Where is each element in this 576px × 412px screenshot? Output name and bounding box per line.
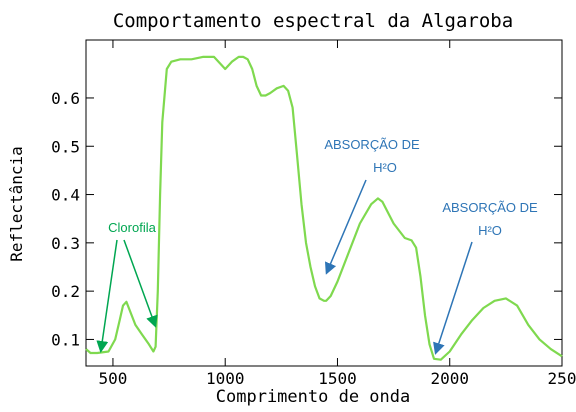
absorption-label-2: ABSORÇÃO DE bbox=[442, 200, 538, 215]
x-tick-label: 250 bbox=[548, 369, 576, 388]
series-layer bbox=[85, 55, 563, 361]
y-tick-label: 0.4 bbox=[51, 186, 80, 205]
clorofila-label: Clorofila bbox=[108, 220, 156, 235]
clorofila-arrow bbox=[96, 239, 118, 353]
x-tick-label: 500 bbox=[98, 369, 127, 388]
absorption-arrow-2 bbox=[433, 241, 473, 355]
absorption-label-2-formula: H²O bbox=[478, 223, 502, 238]
y-axis-label: Reflectância bbox=[7, 146, 26, 262]
x-tick-label: 1000 bbox=[206, 369, 245, 388]
annotations-layer: Clorofila ABSORÇÃO DE H²O ABSORÇÃO DE H²O bbox=[96, 137, 538, 355]
y-axis-ticks: 0.1 0.2 0.3 0.4 0.5 0.6 bbox=[51, 89, 562, 349]
y-tick-label: 0.6 bbox=[51, 89, 80, 108]
absorption-label-1: ABSORÇÃO DE bbox=[324, 137, 420, 152]
y-tick-label: 0.3 bbox=[51, 234, 80, 253]
absorption-arrow-1 bbox=[324, 179, 367, 275]
x-tick-label: 2000 bbox=[430, 369, 469, 388]
y-tick-label: 0.2 bbox=[51, 282, 80, 301]
absorption-label-1-formula: H²O bbox=[373, 160, 397, 175]
x-axis-label: Comprimento de onda bbox=[216, 387, 410, 407]
y-tick-label: 0.1 bbox=[51, 330, 80, 349]
plot-frame bbox=[85, 39, 563, 367]
y-tick-label: 0.5 bbox=[51, 137, 80, 156]
x-axis-ticks: 500 1000 1500 2000 250 bbox=[98, 40, 576, 388]
chart-title: Comportamento espectral da Algaroba bbox=[113, 10, 513, 32]
x-tick-label: 1500 bbox=[318, 369, 357, 388]
reflectance-series-line bbox=[85, 55, 563, 361]
clorofila-arrow bbox=[123, 239, 158, 328]
